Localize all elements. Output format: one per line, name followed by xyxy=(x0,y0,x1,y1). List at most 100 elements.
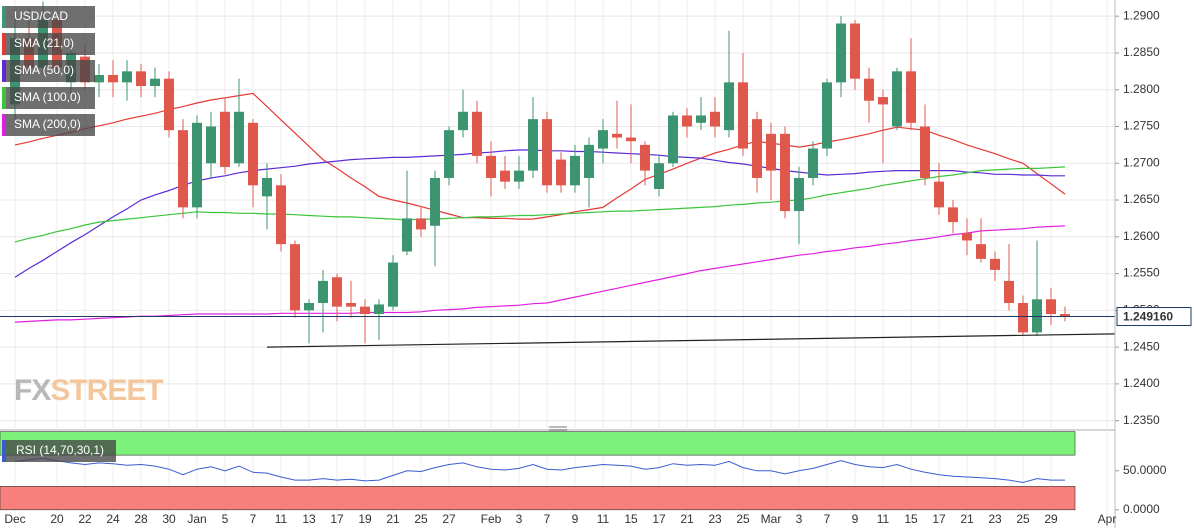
legend-box xyxy=(2,114,95,136)
candle-body xyxy=(150,78,160,87)
x-tick-label: 11 xyxy=(877,512,890,526)
y-tick-label: 1.2600 xyxy=(1123,229,1160,243)
candle-body xyxy=(640,144,650,171)
candle-body xyxy=(304,302,314,311)
legend-box xyxy=(2,440,116,462)
candle-body xyxy=(668,115,678,164)
candle-body xyxy=(766,133,776,171)
sma-line xyxy=(14,92,1066,220)
candle-body xyxy=(864,78,874,101)
legend-label: SMA (21,0) xyxy=(14,36,74,50)
x-tick-label: 17 xyxy=(652,512,666,526)
x-tick-label: 30 xyxy=(162,512,176,526)
x-tick-label: 11 xyxy=(597,512,610,526)
y-tick-label: 1.2800 xyxy=(1123,82,1160,96)
legend-swatch xyxy=(2,60,6,82)
candle-body xyxy=(612,133,622,138)
x-tick-label: 5 xyxy=(222,512,229,526)
x-tick-label: 11 xyxy=(275,512,288,526)
candle-body xyxy=(178,130,188,208)
candle-body xyxy=(682,115,692,127)
candle-body xyxy=(626,137,636,142)
x-tick-label: 19 xyxy=(358,512,372,526)
x-tick-label: 25 xyxy=(1016,512,1030,526)
trendline xyxy=(266,333,1116,348)
candle-body xyxy=(1018,302,1028,333)
candle-body xyxy=(276,185,286,245)
candle-body xyxy=(528,119,538,171)
candle-body xyxy=(752,119,762,178)
candle-body xyxy=(444,130,454,178)
x-tick-label: 21 xyxy=(386,512,400,526)
x-tick-label: 9 xyxy=(852,512,859,526)
x-tick-label: 21 xyxy=(960,512,974,526)
legend-label: SMA (50,0) xyxy=(14,63,74,77)
candle-body xyxy=(724,82,734,131)
x-tick-label: 13 xyxy=(302,512,316,526)
candle-body xyxy=(332,277,342,307)
x-tick-label: 25 xyxy=(736,512,750,526)
x-tick-label: Apr xyxy=(1098,512,1117,526)
y-tick-label: 1.2900 xyxy=(1123,8,1160,22)
candle-body xyxy=(500,170,510,182)
candle-body xyxy=(934,181,944,208)
candle-body xyxy=(402,218,412,252)
x-tick-label: 27 xyxy=(442,512,456,526)
grid xyxy=(0,0,1115,528)
x-tick-label: 9 xyxy=(572,512,579,526)
x-tick-label: 29 xyxy=(1044,512,1058,526)
candle-body xyxy=(780,133,790,212)
candle-body xyxy=(262,177,272,197)
rsi-line xyxy=(14,457,1065,484)
candle-body xyxy=(514,170,524,182)
x-tick-label: 28 xyxy=(134,512,148,526)
legend-label: SMA (200,0) xyxy=(14,117,81,131)
candle-body xyxy=(878,97,888,105)
candle-body xyxy=(486,155,496,178)
candle-body xyxy=(822,82,832,149)
candle-body xyxy=(220,111,230,167)
candle-body xyxy=(458,111,468,131)
candle-body xyxy=(290,244,300,311)
candle-body xyxy=(710,111,720,127)
legend-swatch xyxy=(2,87,6,109)
candle-body xyxy=(570,155,580,186)
sma-line xyxy=(14,225,1066,323)
legend-label: USD/CAD xyxy=(14,9,68,23)
candle-body xyxy=(1060,314,1070,317)
x-tick-label: 24 xyxy=(106,512,120,526)
legend-box xyxy=(2,87,95,109)
y-tick-label: 1.2400 xyxy=(1123,376,1160,390)
x-tick-label: Mar xyxy=(761,512,782,526)
x-tick-label: 7 xyxy=(824,512,831,526)
watermark-fx: FX xyxy=(14,374,51,407)
candle-body xyxy=(430,177,440,226)
candle-body xyxy=(234,111,244,164)
candle-body xyxy=(948,207,958,223)
candle-body xyxy=(920,126,930,178)
watermark: FXSTREET xyxy=(14,374,163,407)
candle-body xyxy=(542,119,552,186)
candle-body xyxy=(696,115,706,123)
y-tick-label: 1.2550 xyxy=(1123,266,1160,280)
x-tick-label: 7 xyxy=(250,512,257,526)
y-tick-label: 1.2700 xyxy=(1123,155,1160,169)
watermark-street: STREET xyxy=(50,374,163,407)
y-tick-label: 1.2750 xyxy=(1123,119,1160,133)
legend-box xyxy=(2,6,95,28)
candle-body xyxy=(654,163,664,189)
candle-body xyxy=(556,159,566,186)
legend: USD/CAD SMA (21,0) SMA (50,0) SMA (100,0) SM… xyxy=(2,6,95,136)
candle-body xyxy=(808,148,818,178)
y-tick-label: 1.2450 xyxy=(1123,339,1160,353)
current-price-box xyxy=(1116,307,1192,327)
candle-body xyxy=(416,218,426,230)
x-tick-label: 25 xyxy=(414,512,428,526)
legend-swatch xyxy=(2,33,6,55)
candle-body xyxy=(206,126,216,164)
sma-line xyxy=(14,149,1065,278)
candle-body xyxy=(892,71,902,127)
legend-swatch xyxy=(2,440,6,462)
x-tick-label: 7 xyxy=(544,512,551,526)
